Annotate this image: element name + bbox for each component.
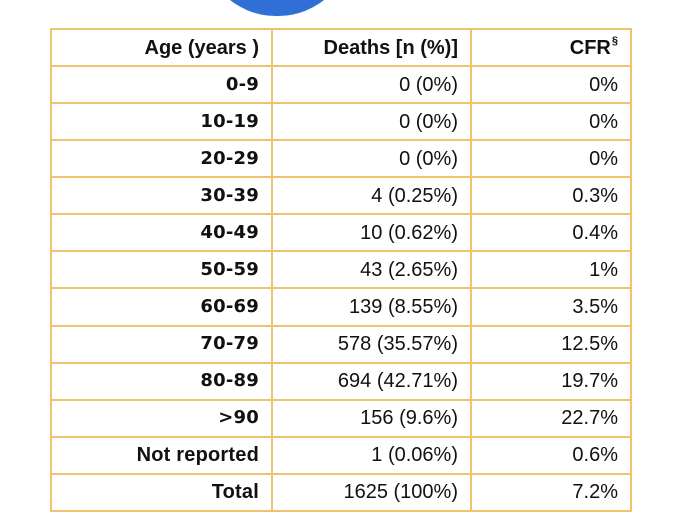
deaths-cell: 694 (42.71%) — [271, 361, 472, 401]
cfr-cell: 0% — [470, 64, 632, 105]
cfr-cell: 0% — [470, 102, 632, 142]
deaths-cell: 0 (0%) — [271, 102, 472, 142]
deaths-cell: 1625 (100%) — [271, 472, 472, 513]
age-cell: 20-29 — [50, 139, 273, 179]
cfr-cell: 12.5% — [470, 324, 632, 364]
deaths-cell: 4 (0.25%) — [271, 176, 472, 216]
table-row: 70-79 578 (35.57%) 12.5% — [50, 324, 632, 364]
cfr-cell: 7.2% — [470, 472, 632, 513]
table-row: Total 1625 (100%) 7.2% — [50, 472, 632, 513]
table-row: 0-9 0 (0%) 0% — [50, 64, 632, 105]
deaths-cell: 1 (0.06%) — [271, 435, 472, 475]
age-cell: 70-79 — [50, 324, 273, 364]
cfr-cell: 1% — [470, 250, 632, 290]
top-blue-shape — [202, 0, 352, 16]
age-cell: Total — [50, 472, 273, 513]
table-row: 50-59 43 (2.65%) 1% — [50, 250, 632, 290]
table-row: 10-19 0 (0%) 0% — [50, 102, 632, 142]
deaths-cell: 0 (0%) — [271, 139, 472, 179]
cfr-cell: 22.7% — [470, 398, 632, 438]
age-cell: Not reported — [50, 435, 273, 475]
table-row: Not reported 1 (0.06%) 0.6% — [50, 435, 632, 475]
cfr-cell: 0.3% — [470, 176, 632, 216]
table-row: >90 156 (9.6%) 22.7% — [50, 398, 632, 438]
cfr-cell: 0.4% — [470, 213, 632, 253]
age-header: Age (years ) — [50, 28, 273, 67]
age-cell: >90 — [50, 398, 273, 438]
cfr-cell: 3.5% — [470, 287, 632, 327]
table-header: Age (years ) Deaths [n (%)] CFR§ — [50, 28, 632, 67]
header-row: Age (years ) Deaths [n (%)] CFR§ — [50, 28, 632, 67]
mortality-table-wrapper: Age (years ) Deaths [n (%)] CFR§ 0-9 0 (… — [50, 28, 632, 513]
table-row: 30-39 4 (0.25%) 0.3% — [50, 176, 632, 216]
deaths-cell: 43 (2.65%) — [271, 250, 472, 290]
age-cell: 0-9 — [50, 64, 273, 105]
deaths-cell: 10 (0.62%) — [271, 213, 472, 253]
age-cell: 60-69 — [50, 287, 273, 327]
table-row: 40-49 10 (0.62%) 0.4% — [50, 213, 632, 253]
age-cell: 80-89 — [50, 361, 273, 401]
deaths-cell: 156 (9.6%) — [271, 398, 472, 438]
cfr-header-label: CFR — [569, 36, 611, 59]
deaths-cell: 0 (0%) — [271, 64, 472, 105]
cfr-header-superscript: § — [611, 34, 618, 47]
cfr-header: CFR§ — [470, 28, 632, 67]
deaths-header: Deaths [n (%)] — [271, 28, 472, 67]
deaths-cell: 139 (8.55%) — [271, 287, 472, 327]
age-cell: 40-49 — [50, 213, 273, 253]
cfr-cell: 0% — [470, 139, 632, 179]
table-row: 20-29 0 (0%) 0% — [50, 139, 632, 179]
age-deaths-cfr-table: Age (years ) Deaths [n (%)] CFR§ 0-9 0 (… — [50, 28, 632, 513]
cfr-cell: 19.7% — [470, 361, 632, 401]
age-cell: 50-59 — [50, 250, 273, 290]
cfr-cell: 0.6% — [470, 435, 632, 475]
age-cell: 10-19 — [50, 102, 273, 142]
age-cell: 30-39 — [50, 176, 273, 216]
table-row: 60-69 139 (8.55%) 3.5% — [50, 287, 632, 327]
table-row: 80-89 694 (42.71%) 19.7% — [50, 361, 632, 401]
deaths-cell: 578 (35.57%) — [271, 324, 472, 364]
table-body: 0-9 0 (0%) 0% 10-19 0 (0%) 0% 20-29 0 (0… — [50, 64, 632, 513]
